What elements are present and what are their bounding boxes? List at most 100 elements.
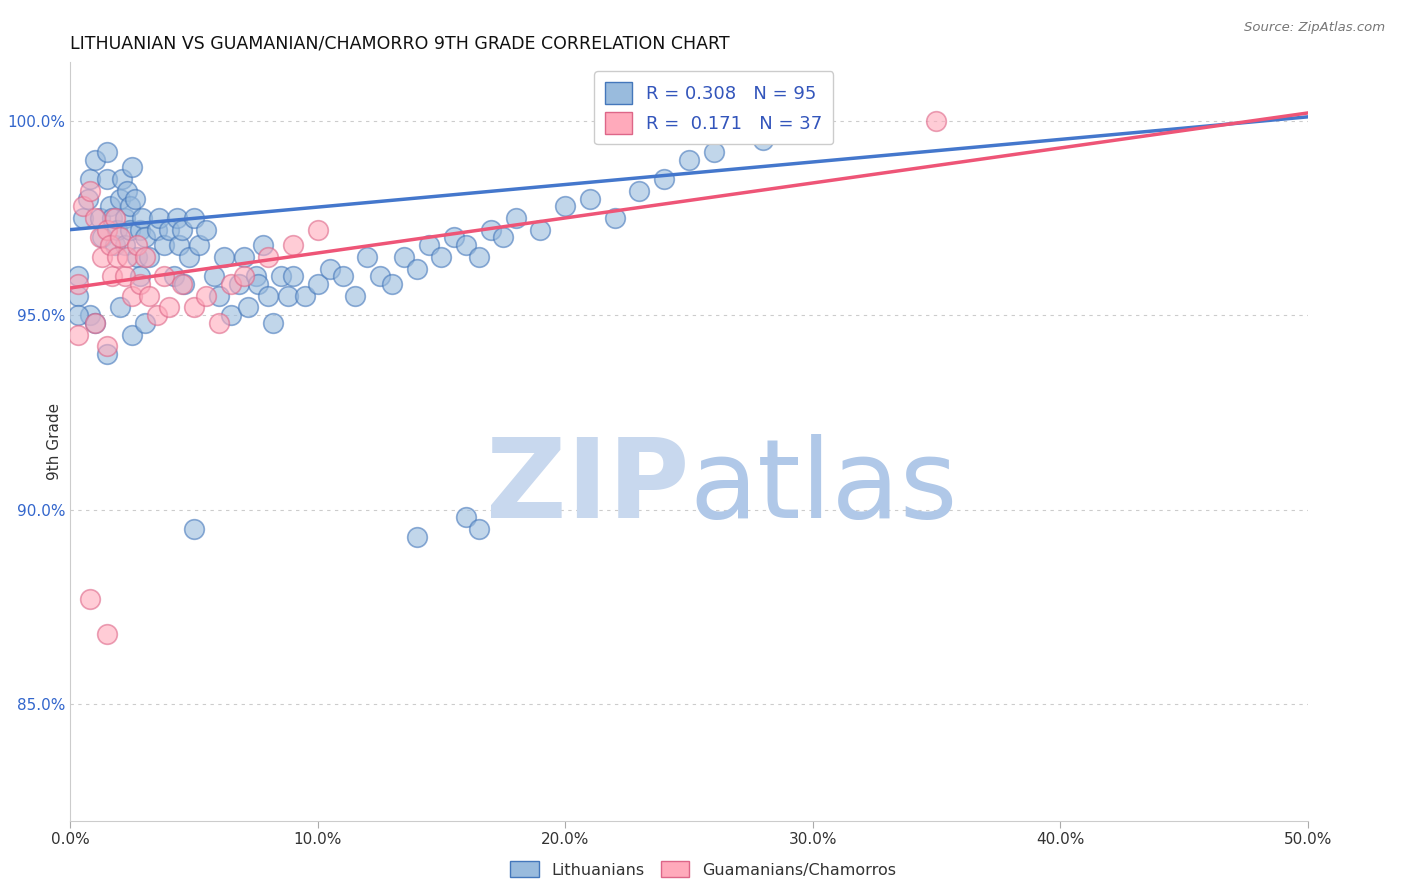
Point xyxy=(114,211,136,225)
Point xyxy=(554,199,576,213)
Point xyxy=(195,222,218,236)
Point xyxy=(96,172,118,186)
Point xyxy=(96,627,118,641)
Point xyxy=(96,145,118,159)
Point xyxy=(66,289,89,303)
Point xyxy=(443,230,465,244)
Point xyxy=(188,238,211,252)
Point xyxy=(134,316,156,330)
Point xyxy=(134,250,156,264)
Point xyxy=(84,316,107,330)
Point xyxy=(128,269,150,284)
Point xyxy=(467,250,489,264)
Point xyxy=(183,301,205,315)
Point xyxy=(118,199,141,213)
Point xyxy=(492,230,515,244)
Point xyxy=(128,277,150,291)
Point xyxy=(104,211,127,225)
Point xyxy=(195,289,218,303)
Point xyxy=(270,269,292,284)
Point xyxy=(479,222,502,236)
Point xyxy=(603,211,626,225)
Point xyxy=(91,250,114,264)
Point xyxy=(131,211,153,225)
Point xyxy=(121,161,143,175)
Point xyxy=(115,184,138,198)
Point xyxy=(79,184,101,198)
Point xyxy=(146,308,169,322)
Point xyxy=(177,250,200,264)
Point xyxy=(114,238,136,252)
Point xyxy=(228,277,250,291)
Point xyxy=(146,222,169,236)
Point xyxy=(678,153,700,167)
Point xyxy=(208,289,231,303)
Point xyxy=(89,230,111,244)
Point xyxy=(343,289,366,303)
Point xyxy=(381,277,404,291)
Point xyxy=(84,153,107,167)
Point xyxy=(153,238,176,252)
Point xyxy=(108,230,131,244)
Point xyxy=(121,327,143,342)
Point xyxy=(801,121,824,136)
Point xyxy=(238,301,260,315)
Text: atlas: atlas xyxy=(689,434,957,541)
Text: LITHUANIAN VS GUAMANIAN/CHAMORRO 9TH GRADE CORRELATION CHART: LITHUANIAN VS GUAMANIAN/CHAMORRO 9TH GRA… xyxy=(70,35,730,53)
Point xyxy=(66,308,89,322)
Point xyxy=(124,192,146,206)
Point xyxy=(166,211,188,225)
Point xyxy=(247,277,270,291)
Point xyxy=(101,269,124,284)
Point xyxy=(456,238,478,252)
Point xyxy=(66,269,89,284)
Text: ZIP: ZIP xyxy=(485,434,689,541)
Point xyxy=(652,172,675,186)
Point xyxy=(134,230,156,244)
Point xyxy=(368,269,391,284)
Point xyxy=(579,192,602,206)
Point xyxy=(79,172,101,186)
Point xyxy=(245,269,267,284)
Point xyxy=(163,269,186,284)
Point xyxy=(202,269,225,284)
Point xyxy=(319,261,342,276)
Point xyxy=(157,222,180,236)
Point xyxy=(307,277,329,291)
Point xyxy=(183,211,205,225)
Point xyxy=(356,250,378,264)
Point xyxy=(84,211,107,225)
Point xyxy=(219,308,242,322)
Point xyxy=(115,250,138,264)
Point xyxy=(332,269,354,284)
Point xyxy=(114,269,136,284)
Legend: Lithuanians, Guamanians/Chamorros: Lithuanians, Guamanians/Chamorros xyxy=(503,855,903,884)
Point xyxy=(257,250,280,264)
Point xyxy=(405,261,427,276)
Point xyxy=(505,211,527,225)
Point xyxy=(277,289,299,303)
Point xyxy=(153,269,176,284)
Point xyxy=(232,269,254,284)
Point xyxy=(84,316,107,330)
Point xyxy=(105,222,128,236)
Point xyxy=(529,222,551,236)
Point xyxy=(89,211,111,225)
Point xyxy=(262,316,284,330)
Point xyxy=(127,238,149,252)
Point xyxy=(108,301,131,315)
Point xyxy=(101,211,124,225)
Point xyxy=(467,522,489,536)
Point xyxy=(628,184,651,198)
Point xyxy=(91,230,114,244)
Point xyxy=(157,301,180,315)
Point xyxy=(79,308,101,322)
Point xyxy=(96,347,118,361)
Point xyxy=(212,250,235,264)
Point xyxy=(219,277,242,291)
Point xyxy=(167,238,190,252)
Point xyxy=(79,592,101,607)
Point xyxy=(252,238,274,252)
Point xyxy=(96,222,118,236)
Point xyxy=(394,250,416,264)
